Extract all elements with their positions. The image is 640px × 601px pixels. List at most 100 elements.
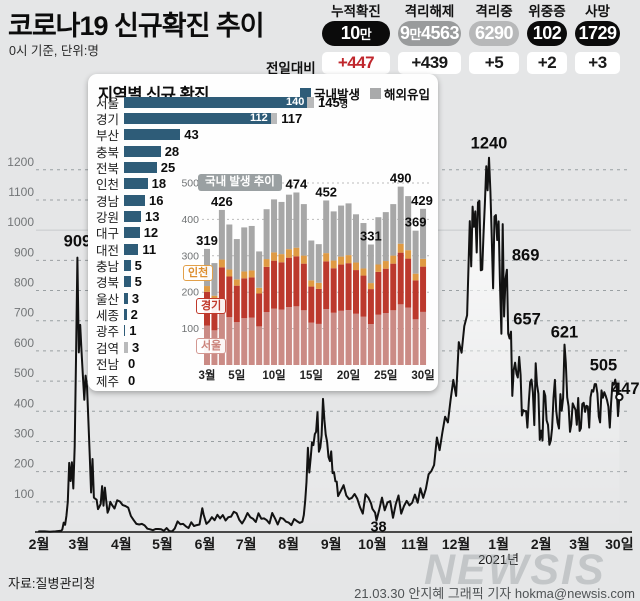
- x-axis-label: 6월: [195, 536, 216, 552]
- legend: 국내발생 해외유입: [299, 84, 430, 103]
- stat-value-pill: 1729: [575, 21, 620, 46]
- region-total-label: 28: [164, 143, 180, 159]
- stack-segment-경기: [375, 271, 382, 315]
- domestic-bar-segment: [124, 243, 139, 255]
- region-bar: [124, 325, 126, 337]
- stack-segment-기타: [263, 209, 270, 260]
- y-axis-label: 400: [14, 396, 34, 410]
- region-name: 경기: [96, 113, 120, 128]
- stack-segment-서울: [256, 326, 263, 365]
- region-bar: [124, 194, 145, 206]
- stack-segment-기타: [367, 244, 374, 284]
- annotation-909: 909: [64, 233, 92, 251]
- region-total-label: 11: [142, 241, 157, 257]
- domestic-value-label: 140: [286, 95, 305, 108]
- stack-segment-인천: [405, 250, 412, 259]
- region-row-경남: 경남 16: [96, 192, 432, 209]
- inner-x-label: 25일: [374, 368, 397, 382]
- line-series: [38, 156, 621, 533]
- stat-label: 위중증: [528, 4, 566, 19]
- stack-segment-경기: [367, 289, 374, 325]
- region-total-label: 13: [145, 209, 160, 225]
- inner-x-label: 10일: [262, 368, 285, 382]
- stack-segment-인천: [360, 268, 367, 276]
- page-title: 코로나19 신규확진 추이: [8, 11, 265, 41]
- stack-segment-기타: [241, 227, 248, 272]
- stack-segment-서울: [323, 309, 330, 365]
- region-name: 광주: [96, 325, 120, 340]
- region-total-label: 12: [143, 225, 159, 241]
- region-name: 부산: [96, 129, 120, 144]
- region-row-광주: 광주 1: [96, 323, 432, 339]
- series-label-incheon: 인천: [183, 265, 214, 281]
- region-total-label: 3: [132, 339, 140, 355]
- stat-label: 격리해제: [404, 4, 455, 19]
- x-axis-label: 12월: [442, 536, 470, 552]
- man-unit: 만: [359, 27, 372, 42]
- domestic-value-label: 112: [249, 112, 268, 125]
- y-axis-label: 500: [14, 366, 34, 380]
- domestic-bar-segment: [124, 227, 140, 239]
- inner-x-label: 15일: [300, 368, 323, 382]
- stack-segment-인천: [285, 249, 292, 258]
- inner-annotation-429: 429: [411, 193, 433, 208]
- region-name: 서울: [96, 96, 120, 111]
- stack-segment-경기: [360, 275, 367, 317]
- legend-swatch-domestic: [299, 87, 311, 99]
- stack-segment-기타: [233, 239, 240, 280]
- stack-segment-서울: [330, 312, 337, 365]
- legend-swatch-imported: [369, 87, 381, 99]
- stack-segment-경기: [405, 258, 412, 308]
- region-bar: [124, 129, 181, 141]
- annotation-1240: 1240: [471, 135, 508, 153]
- legend-label: 국내발생: [313, 87, 360, 102]
- stack-segment-서울: [360, 316, 367, 365]
- y-axis-label: 1000: [7, 215, 34, 229]
- stack-segment-경기: [308, 286, 315, 323]
- stack-segment-경기: [233, 285, 240, 323]
- stack-segment-경기: [241, 278, 248, 319]
- stack-segment-기타: [382, 212, 389, 262]
- region-row-서울: 서울 140 145명: [96, 94, 432, 111]
- stack-segment-경기: [412, 280, 419, 320]
- newsis-watermark: NEWSIS: [424, 546, 606, 594]
- domestic-bar-segment: [124, 211, 141, 223]
- stack-segment-인천: [204, 286, 210, 292]
- inner-annotation-452: 452: [315, 184, 337, 199]
- region-name: 인천: [96, 178, 120, 193]
- region-panel: 지역별 신규 확진 국내발생 해외유입 서울 140 145명 경기 112 117 부산 4…: [88, 74, 438, 391]
- inner-annotation-474: 474: [286, 176, 308, 191]
- domestic-bar-segment: 112: [124, 112, 271, 125]
- stack-segment-인천: [330, 260, 337, 269]
- stack-segment-서울: [233, 322, 240, 365]
- annotation-505: 505: [590, 357, 618, 375]
- inner-annotation-490: 490: [390, 171, 412, 186]
- y-axis-label: 900: [14, 245, 34, 259]
- region-total-label: 145명: [317, 94, 348, 110]
- region-total-label: 18: [151, 176, 167, 192]
- stack-segment-인천: [300, 255, 307, 264]
- stack-segment-서울: [420, 311, 427, 365]
- inner-annotation-426: 426: [211, 194, 233, 209]
- stack-segment-인천: [226, 269, 233, 277]
- stack-segment-기타: [338, 205, 345, 257]
- stack-segment-서울: [285, 307, 292, 365]
- stack-segment-서울: [263, 312, 270, 365]
- region-bar: [124, 178, 148, 190]
- summary-stats: 누적확진10만2582+447 격리해제 9만4563 +439 격리중 6290 +5 위중…: [322, 2, 620, 74]
- last-point-marker: [615, 392, 624, 402]
- region-row-울산: 울산 3: [96, 290, 432, 307]
- stack-segment-인천: [271, 252, 278, 261]
- stack-segment-기타: [218, 209, 225, 260]
- page-subtitle: 0시 기준, 단위:명: [9, 44, 99, 58]
- stat-column-누적확진: 누적확진10만2582+447: [322, 2, 390, 74]
- x-axis-year-label: 2021년: [478, 552, 519, 567]
- stack-segment-서울: [271, 308, 278, 365]
- stack-segment-인천: [218, 259, 225, 268]
- stack-segment-서울: [338, 310, 345, 365]
- x-axis-label: 30일: [605, 536, 633, 552]
- stack-segment-서울: [382, 313, 389, 365]
- stack-segment-기타: [360, 223, 367, 269]
- stack-segment-기타: [226, 224, 233, 270]
